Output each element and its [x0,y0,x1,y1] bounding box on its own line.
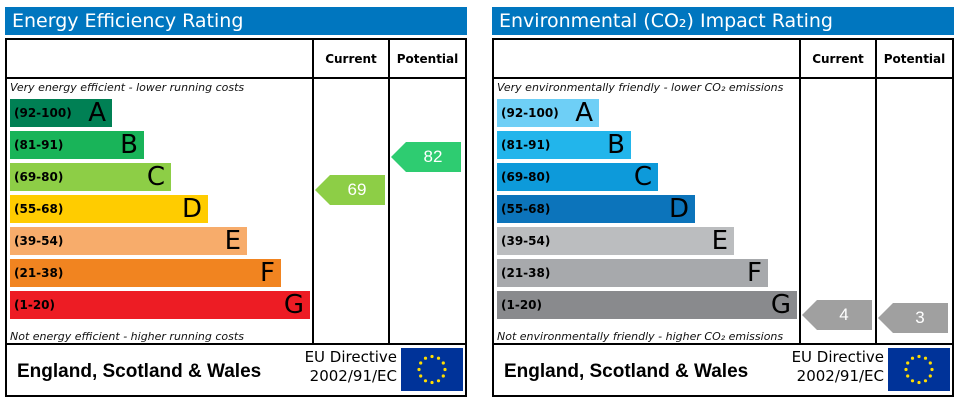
arrow-shape-icon [802,300,872,330]
eu-directive-label: EU Directive 2002/91/EC [287,348,397,386]
band-bar-c: (69-80) C [497,162,658,192]
band-range: (1-20) [501,298,542,312]
band-bar-e: (39-54) E [10,226,247,256]
band-bar-g: (1-20) G [10,290,310,320]
divider [312,40,314,343]
band-bar-g: (1-20) G [497,290,797,320]
potential-rating-arrow: 3 [878,303,948,333]
band-range: (92-100) [14,106,72,120]
potential-rating-value: 82 [423,147,443,166]
band-bar-a: (92-100) A [10,98,112,128]
column-header-potential: Potential [883,52,946,66]
band-letter: C [146,162,165,192]
arrow-shape-icon [315,175,385,205]
band-letter: A [88,98,106,128]
eu-flag-icon [888,348,950,391]
directive-line-1: EU Directive [791,348,884,366]
band-letter: B [120,130,138,160]
region-label: England, Scotland & Wales [17,361,262,382]
band-bar-d: (55-68) D [497,194,695,224]
band-letter: F [747,258,762,288]
band-letter: D [181,194,202,224]
panel-title: Energy Efficiency Rating [5,7,467,35]
rating-table: Current Potential Very environmentally f… [492,38,954,397]
band-letter: D [668,194,689,224]
environmental-impact-panel: Environmental (CO₂) Impact Rating Curren… [492,0,954,404]
arrow-shape-icon [391,142,461,172]
band-bar-b: (81-91) B [10,130,144,160]
potential-rating-arrow: 82 [391,142,461,172]
band-letter: E [224,226,241,256]
column-header-current: Current [812,52,864,66]
energy-efficiency-panel: Energy Efficiency Rating Current Potenti… [5,0,467,404]
band-letter: A [575,98,593,128]
band-bar-a: (92-100) A [497,98,599,128]
top-caption: Very environmentally friendly - lower CO… [497,81,784,94]
band-range: (39-54) [14,234,64,248]
divider [7,343,465,345]
band-range: (69-80) [14,170,64,184]
panel-title: Environmental (CO₂) Impact Rating [492,7,954,35]
current-rating-value: 4 [839,305,849,324]
band-bar-b: (81-91) B [497,130,631,160]
rating-table: Current Potential Very energy efficient … [5,38,467,397]
band-range: (39-54) [501,234,551,248]
divider [7,77,465,79]
band-range: (81-91) [14,138,64,152]
top-caption: Very energy efficient - lower running co… [10,81,245,94]
arrow-shape-icon [878,303,948,333]
band-letter: F [260,258,275,288]
band-bar-c: (69-80) C [10,162,171,192]
current-rating-arrow: 4 [802,300,872,330]
band-range: (92-100) [501,106,559,120]
band-letter: C [633,162,652,192]
band-bar-f: (21-38) F [497,258,768,288]
directive-line-2: 2002/91/EC [796,367,884,385]
band-bar-d: (55-68) D [10,194,208,224]
column-header-current: Current [325,52,377,66]
bottom-caption: Not energy efficient - higher running co… [10,330,244,343]
band-range: (69-80) [501,170,551,184]
potential-rating-value: 3 [915,308,925,327]
divider [494,343,952,345]
divider [799,40,801,343]
band-letter: E [711,226,728,256]
band-letter: G [770,290,791,320]
band-range: (81-91) [501,138,551,152]
bottom-caption: Not environmentally friendly - higher CO… [497,330,784,343]
band-range: (55-68) [501,202,551,216]
eu-directive-label: EU Directive 2002/91/EC [774,348,884,386]
band-range: (55-68) [14,202,64,216]
band-bar-f: (21-38) F [10,258,281,288]
divider [494,77,952,79]
divider [875,40,877,343]
band-bar-e: (39-54) E [497,226,734,256]
region-label: England, Scotland & Wales [504,361,749,382]
band-range: (1-20) [14,298,55,312]
divider [388,40,390,343]
band-range: (21-38) [14,266,64,280]
column-header-potential: Potential [396,52,459,66]
eu-flag-icon [401,348,463,391]
band-letter: G [283,290,304,320]
band-letter: B [607,130,625,160]
band-range: (21-38) [501,266,551,280]
directive-line-1: EU Directive [304,348,397,366]
directive-line-2: 2002/91/EC [309,367,397,385]
current-rating-value: 69 [347,180,367,199]
current-rating-arrow: 69 [315,175,385,205]
